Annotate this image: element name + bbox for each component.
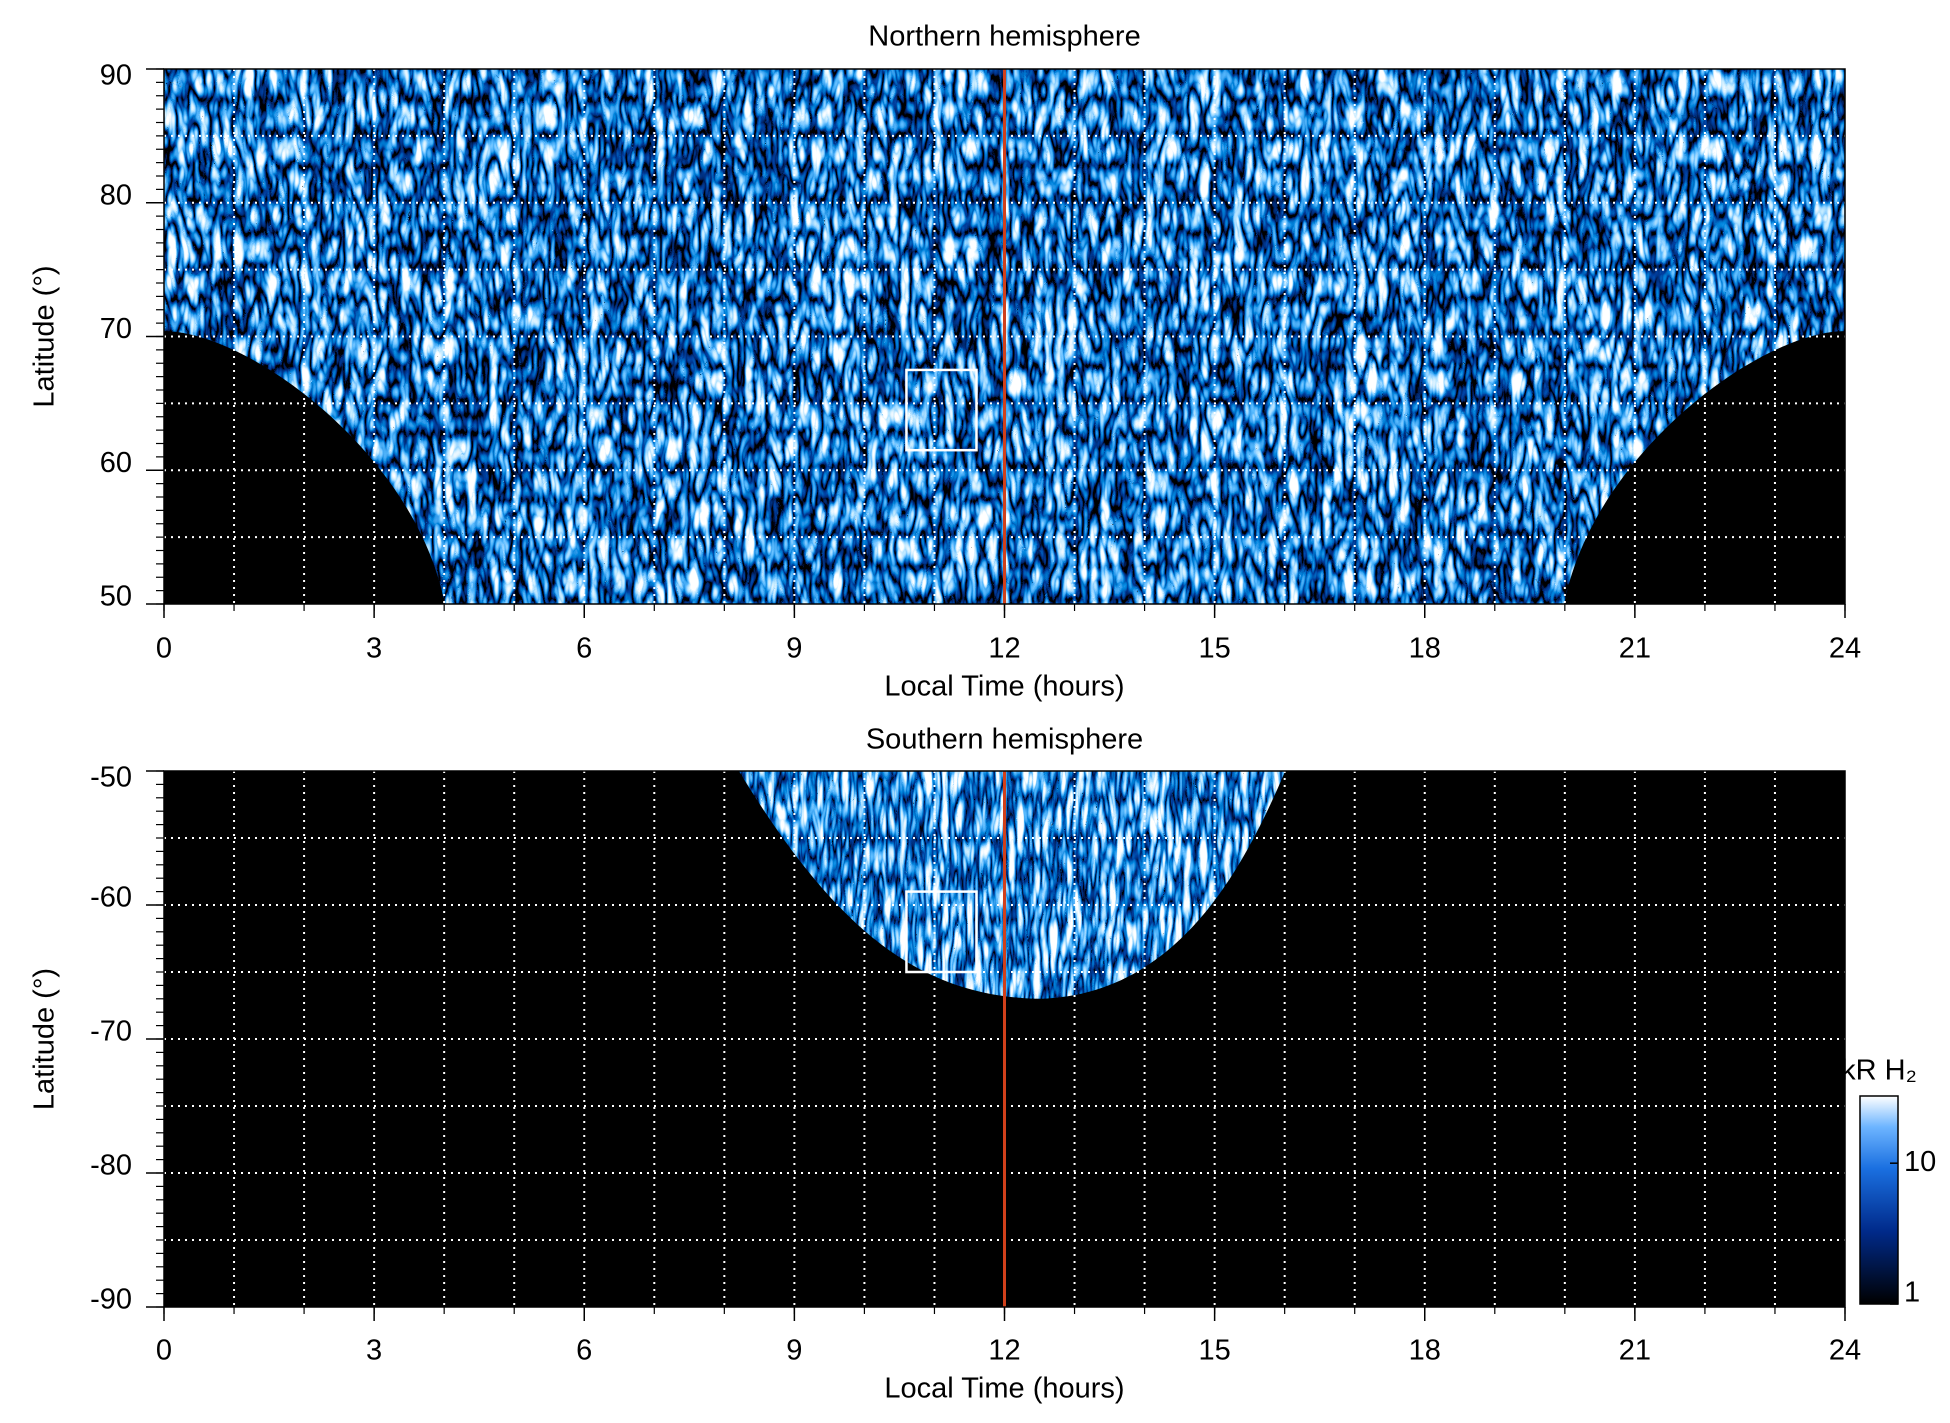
y-tick-label: 50 xyxy=(100,581,132,613)
x-tick-label: 12 xyxy=(988,633,1020,665)
y-tick-label: 60 xyxy=(100,447,132,479)
x-axis-label: Local Time (hours) xyxy=(884,1373,1124,1405)
x-tick-label: 9 xyxy=(786,1335,802,1367)
x-tick-label: 3 xyxy=(366,633,382,665)
colorbar-tick-label: 10 xyxy=(1904,1146,1936,1178)
y-axis-label: Latitude (°) xyxy=(29,968,61,1110)
y-tick-label: 70 xyxy=(100,313,132,345)
x-tick-label: 18 xyxy=(1409,1335,1441,1367)
chart-title: Southern hemisphere xyxy=(866,724,1143,756)
colorbar xyxy=(1859,1095,1899,1305)
x-tick-label: 3 xyxy=(366,1335,382,1367)
region-box xyxy=(905,890,978,974)
x-tick-label: 24 xyxy=(1829,633,1861,665)
colorbar-label: kR H₂ xyxy=(1841,1055,1917,1087)
x-tick-label: 24 xyxy=(1829,1335,1861,1367)
x-tick-label: 12 xyxy=(988,1335,1020,1367)
x-tick-label: 0 xyxy=(156,1335,172,1367)
chart-title: Northern hemisphere xyxy=(868,21,1140,53)
x-axis-label: Local Time (hours) xyxy=(884,671,1124,703)
x-tick-label: 18 xyxy=(1409,633,1441,665)
y-tick-label: -90 xyxy=(90,1284,132,1316)
x-tick-label: 6 xyxy=(576,1335,592,1367)
y-tick-label: -70 xyxy=(90,1016,132,1048)
y-tick-label: -80 xyxy=(90,1150,132,1182)
region-box xyxy=(905,368,978,452)
x-tick-label: 15 xyxy=(1198,1335,1230,1367)
x-tick-label: 21 xyxy=(1619,633,1651,665)
x-tick-label: 6 xyxy=(576,633,592,665)
y-tick-label: -60 xyxy=(90,882,132,914)
x-tick-label: 9 xyxy=(786,633,802,665)
colorbar-tick-label: 1 xyxy=(1904,1277,1920,1309)
x-tick-label: 0 xyxy=(156,633,172,665)
y-tick-label: -50 xyxy=(90,762,132,794)
y-tick-label: 90 xyxy=(100,60,132,92)
x-tick-label: 15 xyxy=(1198,633,1230,665)
y-axis-label: Latitude (°) xyxy=(29,265,61,407)
y-tick-label: 80 xyxy=(100,179,132,211)
x-tick-label: 21 xyxy=(1619,1335,1651,1367)
